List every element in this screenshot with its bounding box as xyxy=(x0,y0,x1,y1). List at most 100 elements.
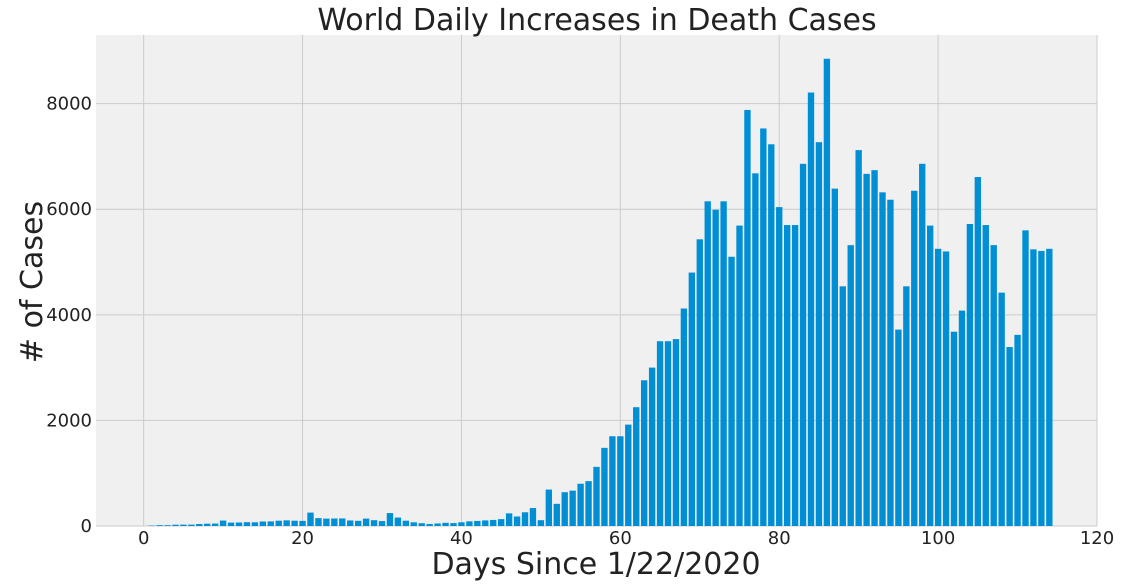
bar xyxy=(251,522,259,526)
bar xyxy=(291,520,298,526)
bar xyxy=(640,380,648,526)
bar xyxy=(982,225,989,526)
bar xyxy=(172,524,179,526)
bar xyxy=(791,225,799,526)
bar xyxy=(617,436,624,526)
bar xyxy=(871,170,878,526)
bar xyxy=(156,525,163,526)
bar xyxy=(283,520,290,526)
bar xyxy=(243,522,251,526)
bar xyxy=(1046,248,1053,527)
bar xyxy=(919,163,926,526)
bar xyxy=(196,523,203,526)
bar xyxy=(974,177,982,526)
x-tick-label: 100 xyxy=(921,528,955,549)
bar xyxy=(958,310,966,526)
bar xyxy=(807,92,815,527)
bar xyxy=(561,492,568,526)
bar xyxy=(442,522,449,526)
bar xyxy=(720,201,727,526)
bar xyxy=(180,524,187,526)
bar xyxy=(521,512,529,526)
bar xyxy=(664,341,672,526)
bar xyxy=(776,207,783,526)
x-tick-label: 60 xyxy=(609,528,632,549)
bar xyxy=(712,209,719,526)
bar xyxy=(354,520,362,526)
bar xyxy=(966,224,974,526)
bar xyxy=(760,128,767,527)
bar xyxy=(474,520,481,526)
bar xyxy=(847,245,854,526)
y-tick-label: 2000 xyxy=(46,410,92,431)
x-tick-label: 20 xyxy=(291,528,314,549)
bar xyxy=(410,522,417,526)
bar xyxy=(370,520,378,526)
bar xyxy=(164,525,171,526)
bar xyxy=(339,518,346,526)
x-axis-label: Days Since 1/22/2020 xyxy=(431,547,760,582)
bar xyxy=(553,503,560,526)
bar xyxy=(537,520,545,526)
bar xyxy=(1014,334,1021,526)
bar xyxy=(744,109,751,526)
x-tick-label: 80 xyxy=(768,528,791,549)
bar xyxy=(204,523,211,526)
bar xyxy=(688,272,696,526)
y-axis-label: # of Cases xyxy=(15,201,50,363)
bar xyxy=(672,339,680,526)
bar xyxy=(696,239,703,527)
bar xyxy=(903,286,910,526)
bar xyxy=(926,225,934,526)
bar xyxy=(656,341,664,526)
bar xyxy=(831,188,839,526)
bar xyxy=(911,190,918,526)
bar xyxy=(783,225,791,526)
bars xyxy=(148,58,1053,527)
bar xyxy=(299,520,306,526)
bar xyxy=(1006,347,1013,526)
bar xyxy=(267,521,274,526)
bar xyxy=(569,490,576,526)
bar xyxy=(728,256,735,526)
bar xyxy=(601,447,608,526)
bar xyxy=(609,436,616,526)
bar xyxy=(378,521,386,526)
bar xyxy=(497,519,505,526)
x-tick-labels: 0 20 40 60 80 100 120 xyxy=(138,528,1114,549)
bar xyxy=(307,512,314,526)
bar xyxy=(577,483,584,526)
bar xyxy=(768,144,775,526)
bar xyxy=(362,518,370,526)
bar xyxy=(1038,250,1045,527)
bar xyxy=(648,367,656,526)
bar xyxy=(211,523,219,526)
bar xyxy=(633,407,640,526)
bar xyxy=(879,192,886,526)
x-tick-label: 0 xyxy=(138,528,149,549)
bar xyxy=(482,520,489,526)
chart-title: World Daily Increases in Death Cases xyxy=(317,3,876,38)
bar xyxy=(418,523,425,526)
y-tick-label: 4000 xyxy=(46,305,92,326)
bar xyxy=(347,520,354,526)
bar xyxy=(259,521,267,526)
bar xyxy=(593,466,600,526)
bar xyxy=(235,522,243,526)
bar xyxy=(942,251,950,526)
bar xyxy=(1030,249,1037,527)
bar xyxy=(863,173,870,526)
bar xyxy=(895,329,902,526)
bar xyxy=(799,163,807,526)
bar xyxy=(887,199,894,526)
bar xyxy=(529,508,537,526)
bar xyxy=(815,142,823,526)
bar xyxy=(386,513,394,526)
bar xyxy=(625,424,632,526)
y-tick-label: 0 xyxy=(81,516,92,537)
bar xyxy=(434,523,441,526)
bar xyxy=(752,173,759,526)
y-tick-labels: 0 2000 4000 6000 8000 xyxy=(46,94,92,537)
bar xyxy=(188,524,195,526)
